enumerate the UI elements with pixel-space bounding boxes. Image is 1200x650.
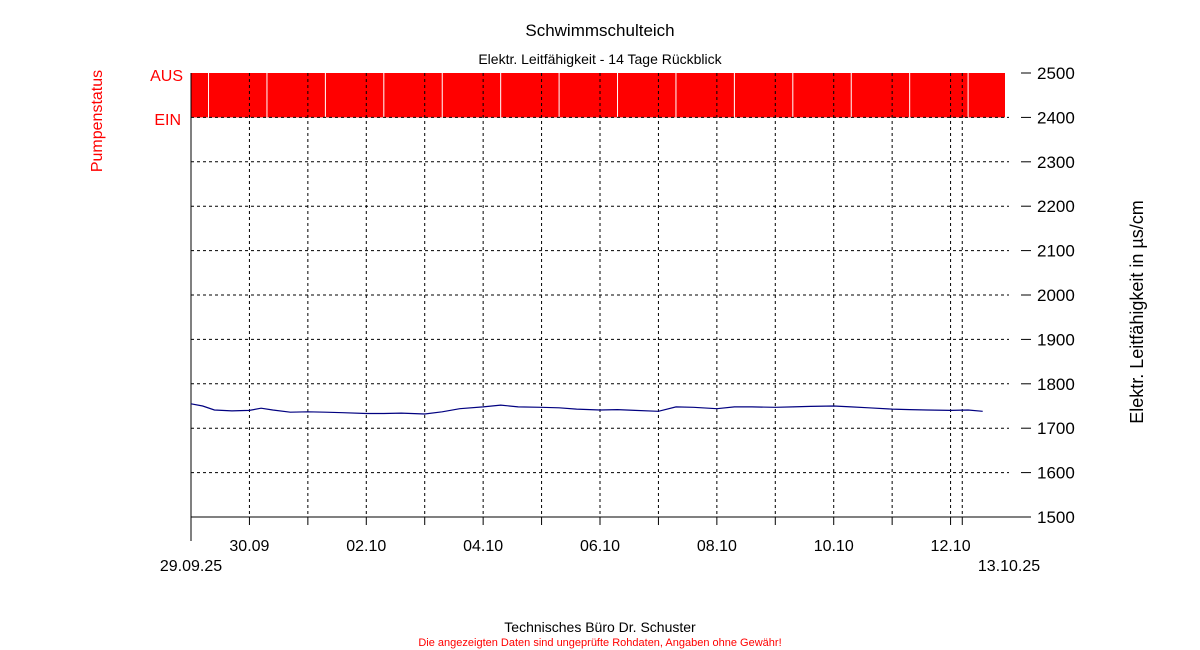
grid: [191, 73, 1009, 517]
x-tick-label: 08.10: [697, 538, 737, 555]
x-tick-label: 12.10: [931, 538, 971, 555]
x-tick-label: 10.10: [814, 538, 854, 555]
y-tick-label: 2000: [1037, 286, 1075, 305]
footer-company: Technisches Büro Dr. Schuster: [504, 619, 696, 635]
series: [190, 403, 983, 415]
y-tick-label: 2400: [1037, 108, 1075, 127]
pump-status-band: [191, 73, 1005, 118]
pump-status-bar: [191, 73, 1005, 118]
y-tick-label: 1800: [1037, 375, 1075, 394]
y-tick-label: 2100: [1037, 242, 1075, 261]
right-axis-label: Elektr. Leitfähigkeit in µs/cm: [1127, 200, 1147, 423]
y-tick-label: 2200: [1037, 197, 1075, 216]
left-axis-label: Pumpenstatus: [89, 70, 106, 172]
x-tick-label: 30.09: [229, 538, 269, 555]
y-tick-label: 1700: [1037, 419, 1075, 438]
y-tick-label: 1600: [1037, 464, 1075, 483]
x-tick-label: 02.10: [346, 538, 386, 555]
footer-disclaimer: Die angezeigten Daten sind ungeprüfte Ro…: [418, 637, 781, 649]
y-tick-label: 2300: [1037, 153, 1075, 172]
chart-title: Schwimmschulteich: [525, 21, 674, 40]
conductivity-line: [190, 403, 983, 415]
x-tick-label: 04.10: [463, 538, 503, 555]
y-tick-label: 1900: [1037, 330, 1075, 349]
axes: 1500 1600 1700 1800 1900 2000 2100 2200 2300 2400…: [190, 64, 1075, 555]
y-tick-label: 2500: [1037, 64, 1075, 83]
status-label-on: EIN: [154, 112, 181, 129]
x-end-label: 13.10.25: [978, 558, 1040, 575]
status-label-off: AUS: [150, 68, 183, 85]
y-tick-label: 1500: [1037, 508, 1075, 527]
x-start-label: 29.09.25: [160, 558, 222, 575]
x-tick-label: 06.10: [580, 538, 620, 555]
chart-subtitle: Elektr. Leitfähigkeit - 14 Tage Rückblic…: [478, 51, 722, 67]
